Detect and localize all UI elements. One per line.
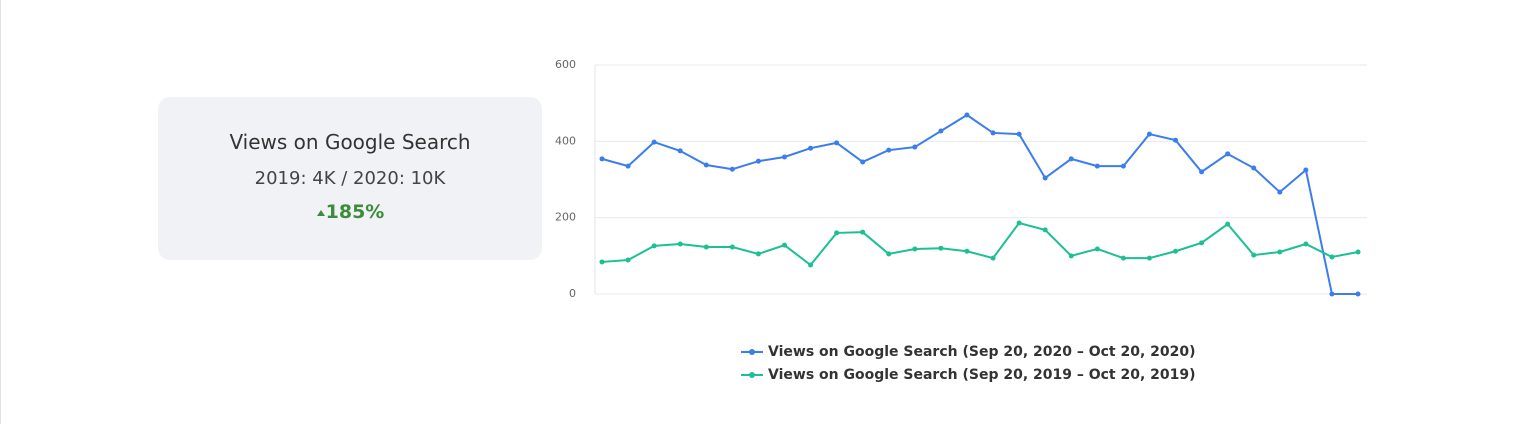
data-point — [1329, 291, 1335, 297]
data-point — [860, 159, 866, 165]
data-point — [1329, 254, 1335, 260]
card-title: Views on Google Search — [229, 130, 471, 154]
data-point — [1146, 131, 1152, 137]
data-point — [1303, 241, 1309, 247]
data-point — [1094, 163, 1100, 169]
legend-dot — [749, 372, 755, 378]
data-point — [1355, 249, 1361, 255]
legend-label: Views on Google Search (Sep 20, 2019 – O… — [768, 367, 1196, 383]
data-point — [1042, 175, 1048, 181]
data-point — [1173, 248, 1179, 254]
data-point — [834, 230, 840, 236]
data-point — [1303, 167, 1309, 173]
series-line — [601, 221, 1359, 267]
data-point — [625, 163, 631, 169]
data-point — [964, 248, 970, 254]
data-point — [1173, 137, 1179, 143]
data-point — [781, 242, 787, 248]
data-point — [1277, 249, 1283, 255]
y-tick-label: 600 — [555, 58, 576, 71]
card-change: 185% — [158, 201, 542, 223]
series-line — [601, 113, 1358, 295]
data-point — [938, 245, 944, 251]
card-subtitle: 2019: 4K / 2020: 10K — [254, 168, 446, 189]
data-point — [1016, 131, 1022, 137]
data-point — [703, 244, 709, 250]
data-point — [625, 257, 631, 263]
legend-dot — [749, 349, 755, 355]
data-point — [1068, 156, 1074, 162]
data-point — [860, 229, 866, 235]
data-point — [729, 244, 735, 250]
change-value: 185% — [325, 201, 385, 223]
data-point — [1120, 163, 1126, 169]
summary-card: Views on Google Search 2019: 4K / 2020: … — [158, 97, 542, 260]
data-point — [651, 243, 657, 249]
data-point — [1094, 246, 1100, 252]
data-point — [808, 262, 814, 268]
data-point — [1225, 221, 1231, 227]
y-tick-label: 400 — [555, 134, 576, 147]
y-tick-label: 200 — [555, 211, 576, 224]
data-point — [1277, 189, 1283, 195]
data-point — [677, 241, 683, 247]
data-point — [781, 154, 787, 160]
data-point — [1016, 220, 1022, 226]
data-point — [912, 144, 918, 150]
data-point — [599, 156, 605, 162]
data-point — [808, 145, 814, 151]
data-point — [1068, 253, 1074, 259]
data-point — [729, 166, 735, 172]
data-point — [886, 147, 892, 153]
data-point — [1120, 255, 1126, 261]
legend-label: Views on Google Search (Sep 20, 2020 – O… — [768, 344, 1196, 360]
data-point — [1225, 151, 1231, 157]
up-arrow — [316, 209, 325, 216]
data-point — [1251, 252, 1257, 258]
data-point — [990, 130, 996, 136]
data-point — [886, 251, 892, 257]
data-point — [1251, 165, 1257, 171]
data-point — [1355, 291, 1361, 297]
data-point — [990, 255, 996, 261]
data-point — [755, 158, 761, 164]
data-point — [964, 112, 970, 118]
data-point — [938, 128, 944, 134]
data-point — [677, 148, 683, 154]
data-point — [755, 251, 761, 257]
data-point — [651, 139, 657, 145]
data-point — [1146, 255, 1152, 261]
data-point — [599, 259, 605, 265]
data-point — [912, 246, 918, 252]
data-point — [1042, 227, 1048, 233]
data-point — [1199, 240, 1205, 246]
data-point — [1199, 169, 1205, 175]
y-tick-label: 0 — [569, 287, 576, 300]
data-point — [834, 140, 840, 146]
data-point — [703, 162, 709, 168]
